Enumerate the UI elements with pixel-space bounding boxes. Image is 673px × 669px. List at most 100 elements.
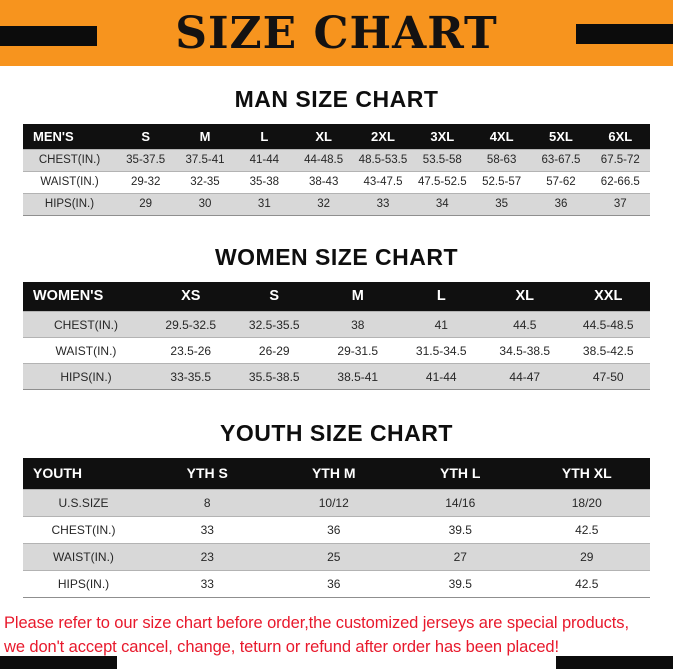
women-section-heading: WOMEN SIZE CHART: [214, 243, 459, 270]
size-value-cell: 23: [144, 542, 271, 570]
row-label: WAIST(IN.): [23, 170, 116, 193]
size-value-cell: 36: [270, 569, 397, 597]
youth-size-table: YOUTH YTH S YTH M YTH L YTH XL U.S.SIZE 8 10/12…: [23, 458, 650, 598]
size-column-header: L: [399, 281, 483, 312]
size-value-cell: 32-35: [175, 170, 235, 193]
section-men: MAN SIZE CHART MEN'S S M L XL 2XL 3XL 4XL 5XL 6XL…: [0, 86, 673, 216]
notice-line-1: Please refer to our size chart before or…: [4, 613, 629, 632]
size-value-cell: 39.5: [397, 569, 524, 597]
size-value-cell: 38: [316, 311, 400, 338]
size-value-cell: 18/20: [523, 488, 650, 516]
section-youth: YOUTH SIZE CHART YOUTH YTH S YTH M YTH L YTH…: [0, 420, 673, 598]
size-column-header: 2XL: [353, 124, 413, 149]
size-value-cell: 58-63: [471, 148, 532, 171]
size-column-header: XXL: [566, 281, 650, 312]
table-row: CHEST(IN.) 33 36 39.5 42.5: [23, 515, 650, 543]
bottom-corner-left: [0, 656, 117, 669]
size-value-cell: 32: [293, 192, 354, 215]
row-label: WAIST(IN.): [23, 337, 149, 364]
size-value-cell: 27: [397, 542, 524, 570]
row-label: HIPS(IN.): [23, 192, 116, 215]
size-value-cell: 30: [175, 192, 235, 215]
size-column-header: M: [316, 281, 400, 312]
page-title: SIZE CHART: [175, 8, 498, 59]
section-women: WOMEN SIZE CHART WOMEN'S XS S M L XL XXL CHEST(…: [0, 243, 673, 390]
size-value-cell: 33-35.5: [149, 363, 233, 390]
size-column-header: XL: [293, 124, 354, 149]
size-value-cell: 29-31.5: [316, 337, 400, 364]
size-value-cell: 53.5-58: [412, 148, 472, 171]
size-value-cell: 35.5-38.5: [232, 363, 316, 390]
size-value-cell: 37: [590, 192, 650, 215]
women-size-table: WOMEN'S XS S M L XL XXL CHEST(IN.) 29.5-32.5 32.5…: [23, 281, 650, 390]
size-value-cell: 37.5-41: [175, 148, 235, 171]
row-label: CHEST(IN.): [23, 148, 116, 171]
size-value-cell: 8: [144, 488, 271, 516]
size-value-cell: 14/16: [397, 488, 524, 516]
size-value-cell: 52.5-57: [471, 170, 532, 193]
size-column-header: S: [232, 281, 316, 312]
men-section-heading: MAN SIZE CHART: [234, 86, 439, 112]
size-value-cell: 31: [234, 192, 294, 215]
size-value-cell: 26-29: [232, 337, 316, 364]
size-value-cell: 36: [531, 192, 591, 215]
table-title-cell: WOMEN'S: [23, 281, 149, 312]
row-label: HIPS(IN.): [23, 363, 149, 390]
size-value-cell: 38-43: [293, 170, 354, 193]
size-value-cell: 43-47.5: [353, 170, 413, 193]
size-value-cell: 47.5-52.5: [412, 170, 472, 193]
size-column-header: YTH L: [397, 458, 524, 489]
youth-section-heading: YOUTH SIZE CHART: [220, 420, 453, 446]
size-column-header: M: [175, 124, 235, 149]
size-column-header: YTH S: [144, 458, 271, 489]
size-column-header: XL: [483, 281, 567, 312]
size-value-cell: 33: [144, 569, 271, 597]
size-value-cell: 29: [523, 542, 650, 570]
table-row: WAIST(IN.) 23.5-26 26-29 29-31.5 31.5-34.5 34…: [23, 337, 650, 364]
size-value-cell: 47-50: [566, 363, 650, 390]
size-column-header: 4XL: [471, 124, 532, 149]
footer-notice: Please refer to our size chart before or…: [4, 611, 673, 661]
size-value-cell: 39.5: [397, 515, 524, 543]
table-row: CHEST(IN.) 35-37.5 37.5-41 41-44 44-48.5 48.5…: [23, 148, 650, 171]
row-label: HIPS(IN.): [23, 569, 144, 597]
size-column-header: YTH XL: [523, 458, 650, 489]
size-value-cell: 25: [270, 542, 397, 570]
size-value-cell: 35-37.5: [116, 148, 176, 171]
size-value-cell: 67.5-72: [590, 148, 650, 171]
banner: SIZE CHART: [0, 0, 673, 66]
table-row: U.S.SIZE 8 10/12 14/16 18/20: [23, 488, 650, 516]
size-value-cell: 38.5-41: [316, 363, 400, 390]
size-value-cell: 29-32: [116, 170, 176, 193]
bottom-corner-right: [556, 656, 673, 669]
table-header-row: MEN'S S M L XL 2XL 3XL 4XL 5XL 6XL: [23, 124, 650, 149]
size-value-cell: 29: [116, 192, 176, 215]
size-value-cell: 32.5-35.5: [232, 311, 316, 338]
size-value-cell: 42.5: [523, 515, 650, 543]
size-value-cell: 41: [399, 311, 483, 338]
table-title-cell: YOUTH: [23, 458, 144, 489]
table-row: WAIST(IN.) 23 25 27 29: [23, 542, 650, 570]
table-row: HIPS(IN.) 33 36 39.5 42.5: [23, 569, 650, 597]
size-column-header: 3XL: [412, 124, 472, 149]
size-value-cell: 31.5-34.5: [399, 337, 483, 364]
banner-corner-left: [0, 26, 97, 46]
size-value-cell: 34.5-38.5: [483, 337, 567, 364]
size-value-cell: 44-48.5: [293, 148, 354, 171]
row-label: U.S.SIZE: [23, 488, 144, 516]
size-value-cell: 44.5-48.5: [566, 311, 650, 338]
size-value-cell: 33: [144, 515, 271, 543]
size-value-cell: 10/12: [270, 488, 397, 516]
table-row: CHEST(IN.) 29.5-32.5 32.5-35.5 38 41 44.5 44.5…: [23, 311, 650, 338]
row-label: CHEST(IN.): [23, 515, 144, 543]
size-column-header: XS: [149, 281, 233, 312]
size-value-cell: 48.5-53.5: [353, 148, 413, 171]
size-value-cell: 29.5-32.5: [149, 311, 233, 338]
size-value-cell: 23.5-26: [149, 337, 233, 364]
table-row: HIPS(IN.) 29 30 31 32 33 34 35 36 37: [23, 192, 650, 215]
size-value-cell: 38.5-42.5: [566, 337, 650, 364]
size-column-header: S: [116, 124, 176, 149]
table-header-row: YOUTH YTH S YTH M YTH L YTH XL: [23, 458, 650, 489]
size-value-cell: 36: [270, 515, 397, 543]
